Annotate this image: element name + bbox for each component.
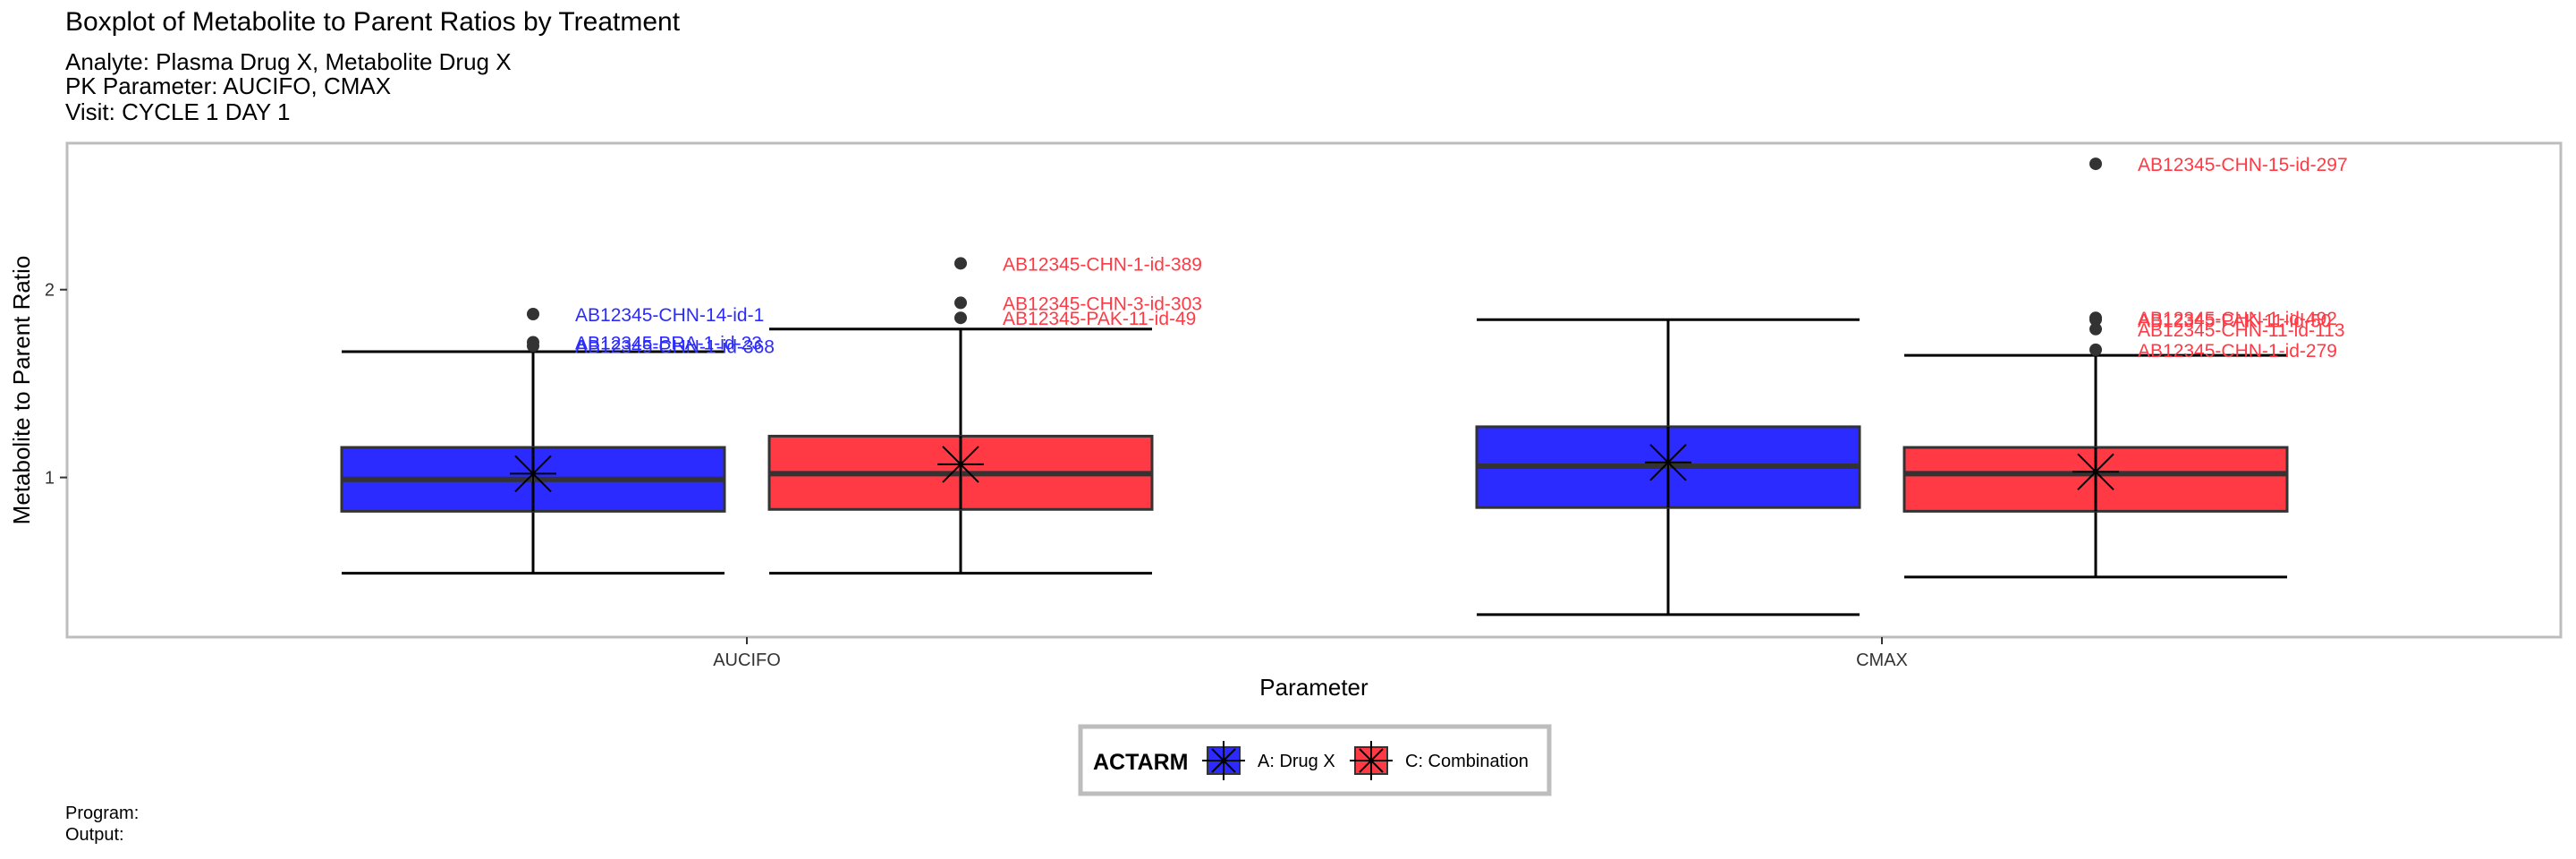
x-tick-label: CMAX: [1856, 651, 1908, 670]
outlier-point: [2089, 343, 2102, 356]
outlier-point: [954, 311, 967, 325]
footer-program: Program:: [65, 804, 140, 823]
outlier-label: AB12345-PAK-11-id-50: [2138, 310, 2331, 331]
y-tick-label: 1: [45, 469, 55, 489]
box-combination-aucifo: [767, 327, 1154, 575]
outlier-label: AB12345-PAK-11-id-49: [1003, 309, 1196, 329]
y-tick-label: 2: [45, 281, 55, 301]
outlier-point: [2089, 322, 2102, 336]
outlier-label: AB12345-CHN-15-id-297: [2138, 155, 2348, 175]
plot-panel: [65, 141, 2563, 639]
outlier-point: [954, 257, 967, 270]
x-axis-label: Parameter: [1259, 674, 1368, 701]
legend-key-mean-marker: [1202, 741, 1245, 780]
mean-marker: [937, 440, 984, 488]
mean-marker: [1645, 438, 1691, 486]
x-tick-label: AUCIFO: [713, 651, 781, 670]
mean-marker: [510, 450, 556, 498]
outlier-point: [954, 296, 967, 310]
outlier-label: AB12345-CHN-1-id-389: [1003, 254, 1202, 275]
legend-box: [1078, 724, 1552, 796]
y-axis-label: Metabolite to Parent Ratio: [8, 256, 35, 525]
legend-label: C: Combination: [1405, 752, 1529, 771]
outlier-label: AB12345-CHN-14-id-1: [575, 305, 764, 326]
subtitle-visit: Visit: CYCLE 1 DAY 1: [65, 98, 291, 125]
legend-label: A: Drug X: [1258, 752, 1335, 771]
outlier-point: [527, 339, 539, 353]
outlier-label: AB12345-CHN-11-id-113: [2138, 320, 2345, 341]
outlier-label: AB12345-BRA-1-id-23: [575, 333, 762, 353]
outlier-label: AB12345-CHN-1-id-279: [2138, 341, 2337, 361]
outlier-label: AB12345-CHN-1-id-492: [2138, 309, 2337, 329]
legend-key-mean-marker: [1350, 741, 1393, 780]
chart-title: Boxplot of Metabolite to Parent Ratios b…: [65, 7, 681, 37]
footer-output: Output:: [65, 825, 124, 845]
mean-marker: [2072, 448, 2119, 496]
outlier-label: AB12345-CHN-1-id-368: [575, 337, 775, 358]
outlier-point: [2089, 313, 2102, 327]
subtitle-pk-parameter: PK Parameter: AUCIFO, CMAX: [65, 72, 392, 99]
outlier-label: AB12345-CHN-3-id-303: [1003, 293, 1202, 314]
legend-title: ACTARM: [1093, 750, 1188, 775]
outlier-point: [2089, 157, 2102, 171]
subtitle-analyte: Analyte: Plasma Drug X, Metabolite Drug …: [65, 48, 512, 75]
outlier-point: [527, 307, 539, 320]
box-drug-x-cmax: [1475, 318, 1861, 617]
